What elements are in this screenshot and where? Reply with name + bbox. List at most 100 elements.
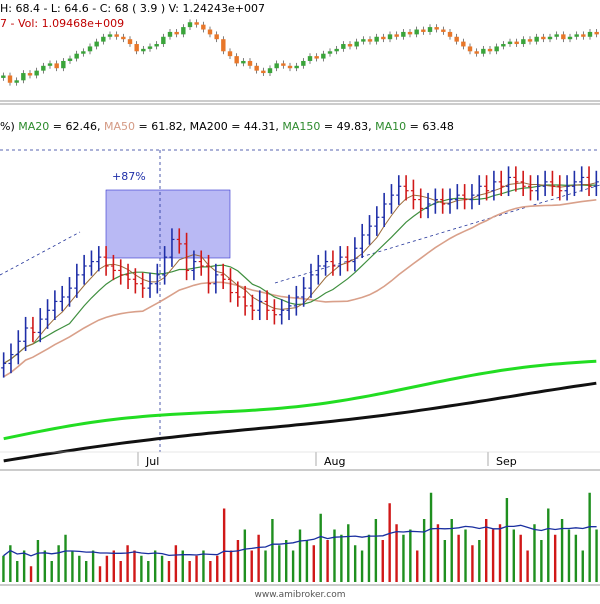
overview-candle-body: [107, 34, 113, 37]
overview-header: H: 68.4 - L: 64.6 - C: 68 ( 3.9 ) V: 1.2…: [0, 2, 265, 15]
volume-bar: [167, 561, 171, 582]
overview-candle-body: [154, 44, 159, 47]
volume-bar: [91, 550, 95, 582]
volume-bar: [547, 508, 550, 582]
overview-candle-body: [21, 73, 26, 81]
header-part: MA20: [15, 120, 50, 133]
volume-bar: [147, 561, 150, 582]
header-part: = 49.83,: [320, 120, 371, 133]
overview-candle-body: [7, 75, 13, 83]
overview-candle-body: [494, 46, 499, 52]
volume-bar: [229, 550, 233, 582]
watermark: www.amibroker.com: [254, 590, 345, 600]
volume-bar: [181, 550, 184, 582]
overview-candle-body: [581, 34, 586, 37]
overview-candle-body: [367, 39, 373, 42]
overview-candle-body: [14, 80, 19, 83]
overview-candle-body: [174, 31, 179, 35]
volume-bar: [16, 561, 19, 582]
volume-bar: [174, 545, 178, 582]
volume-bar: [71, 550, 74, 582]
overview-candle-body: [74, 53, 79, 59]
volume-bar: [57, 545, 60, 582]
overview-candle-body: [1, 75, 6, 78]
volume-bar: [140, 555, 143, 582]
overview-candle-body: [87, 46, 93, 52]
overview-candle-body: [127, 39, 133, 45]
volume-bar: [519, 534, 522, 582]
overview-candle-body: [101, 36, 106, 42]
trend-line: [274, 184, 600, 284]
overview-candle-body: [221, 39, 226, 52]
overview-candle-body: [514, 41, 519, 45]
overview-candle-body: [567, 36, 573, 40]
volume-bar: [271, 519, 274, 582]
overview-candle-body: [394, 34, 399, 37]
overview-candle-body: [561, 34, 566, 40]
overview-candle-body: [201, 24, 206, 30]
overview-candle-body: [361, 39, 366, 42]
overview-candle-body: [314, 56, 319, 59]
volume-bar: [367, 534, 371, 582]
volume-bar: [498, 524, 502, 582]
overview-candle-body: [274, 63, 279, 69]
volume-bar: [112, 550, 115, 582]
volume-bar: [360, 550, 364, 582]
volume-bar: [29, 566, 33, 582]
volume-bar: [436, 524, 440, 582]
overview-candle-body: [521, 39, 526, 45]
header-part: MA200: [186, 120, 228, 133]
overview-candle-body: [534, 36, 539, 42]
volume-bar: [512, 529, 515, 582]
overview-candle-body: [194, 22, 199, 25]
overview-candle-body: [427, 27, 433, 32]
volume-bar: [222, 508, 226, 582]
volume-bar: [236, 540, 240, 582]
volume-bar: [478, 540, 481, 582]
volume-pane: [2, 492, 598, 582]
overview-candle-body: [27, 73, 33, 76]
overview-candle-body: [387, 34, 393, 40]
overview-candle-body: [247, 60, 253, 66]
header-part: MA10: [372, 120, 407, 133]
header-part: = 63.48: [406, 120, 454, 133]
ma20-line: [3, 184, 597, 364]
overview-candle-body: [454, 36, 459, 42]
overview-candle-body: [241, 60, 246, 64]
overview-candle-body: [141, 48, 146, 52]
volume-bar: [526, 550, 529, 582]
volume-bar: [381, 540, 384, 582]
overview-pane: [1, 19, 599, 86]
header-part: %): [0, 120, 15, 133]
overview-candle-body: [327, 51, 333, 54]
overview-candle-body: [507, 41, 513, 45]
overview-candle-body: [254, 65, 259, 71]
volume-bar: [402, 534, 405, 582]
volume-bar: [78, 555, 81, 582]
volume-bar: [319, 513, 322, 582]
volume-bar: [22, 550, 26, 582]
overview-candle-body: [207, 29, 213, 35]
volume-bar: [416, 550, 419, 582]
overview-candle-body: [527, 39, 533, 42]
volume-bar: [160, 555, 164, 582]
overview-candle-body: [301, 60, 306, 66]
volume-bar: [333, 529, 336, 582]
month-label: Jul: [145, 455, 159, 468]
overview-candle-body: [147, 46, 153, 49]
overview-candle-body: [467, 46, 473, 52]
overview-volume-text: 7 - Vol: 1.09468e+009: [0, 17, 124, 30]
volume-bar: [195, 555, 198, 582]
volume-bar: [64, 534, 67, 582]
volume-bar: [340, 534, 343, 582]
volume-bar: [471, 545, 474, 582]
overview-candle-body: [421, 29, 426, 32]
header-part: MA50: [100, 120, 135, 133]
volume-bar: [209, 561, 212, 582]
overview-candle-body: [574, 34, 579, 37]
volume-bar: [257, 534, 260, 582]
volume-bar: [305, 540, 309, 582]
overview-candle-body: [34, 70, 39, 76]
overview-candle-body: [281, 63, 286, 66]
overview-candle-body: [134, 44, 139, 52]
